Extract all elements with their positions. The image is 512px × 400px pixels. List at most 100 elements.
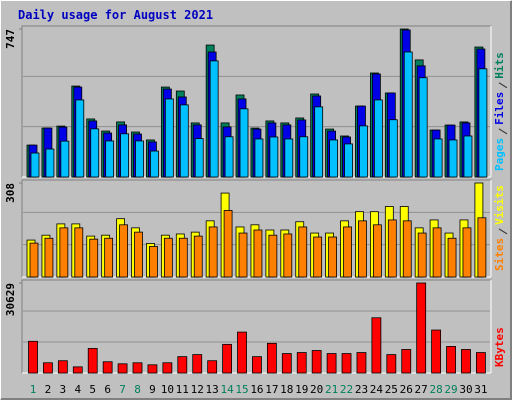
bar	[343, 226, 352, 278]
bar	[45, 148, 55, 178]
bar	[431, 329, 442, 374]
bar	[298, 226, 308, 278]
bar	[462, 227, 472, 278]
bar	[373, 99, 383, 178]
bar	[179, 104, 189, 178]
bar	[75, 99, 85, 178]
bar	[43, 362, 53, 374]
bar	[102, 361, 113, 374]
bar	[341, 353, 352, 374]
x-tick-label: 18	[280, 383, 293, 396]
bar	[90, 128, 100, 178]
x-tick-label: 6	[104, 383, 111, 396]
legend-label: Hits	[493, 52, 506, 79]
bar	[238, 232, 248, 278]
x-tick-label: 30	[459, 383, 472, 396]
x-tick-label: 28	[429, 383, 442, 396]
bar	[477, 217, 487, 278]
bar	[30, 152, 40, 178]
legend: Sites Visits	[493, 185, 508, 271]
x-tick-label: 24	[370, 383, 384, 396]
x-tick-label: 27	[415, 383, 428, 396]
bar	[311, 350, 322, 374]
legend-separator	[498, 128, 508, 135]
bar	[326, 353, 337, 374]
bar	[223, 210, 233, 278]
bar	[104, 237, 114, 278]
bar	[313, 236, 323, 278]
legend: KBytes	[493, 327, 506, 367]
bar	[60, 140, 70, 178]
bar	[461, 349, 471, 374]
x-tick-label: 31	[474, 383, 487, 396]
bar	[344, 143, 353, 178]
x-tick-label: 26	[400, 383, 413, 396]
bar	[147, 364, 158, 374]
x-tick-label: 2	[45, 383, 52, 396]
bar	[178, 237, 188, 278]
bar	[296, 352, 307, 374]
bar	[74, 227, 84, 278]
x-tick-label: 17	[265, 383, 278, 396]
x-tick-label: 13	[206, 383, 219, 396]
bar	[164, 98, 174, 178]
bar	[283, 233, 293, 278]
bar	[269, 136, 279, 178]
bar	[254, 138, 264, 178]
bar	[284, 138, 294, 178]
bar	[28, 340, 38, 374]
bar	[432, 227, 442, 278]
legend-label: Sites	[493, 238, 506, 271]
x-tick-label: 11	[176, 383, 189, 396]
legend-label: Pages	[493, 138, 506, 171]
bar	[387, 219, 397, 278]
bar	[252, 356, 262, 374]
bar	[358, 220, 367, 278]
legend-label: KBytes	[493, 327, 506, 367]
bar	[87, 348, 98, 374]
bar	[134, 231, 143, 278]
bar	[209, 60, 219, 178]
legend: Pages Files Hits	[493, 52, 508, 171]
x-tick-label: 1	[30, 383, 37, 396]
y-tick-label: 308	[4, 183, 17, 203]
bar	[478, 68, 488, 178]
x-tick-label: 9	[149, 383, 156, 396]
bar	[150, 150, 159, 178]
bar	[208, 226, 218, 278]
bar	[281, 353, 292, 374]
legend-separator	[498, 82, 508, 89]
x-tick-label: 15	[235, 383, 248, 396]
legend-separator	[498, 228, 508, 235]
bar	[193, 235, 203, 278]
x-tick-label: 22	[340, 383, 353, 396]
bar	[120, 133, 129, 178]
bar	[117, 363, 128, 374]
x-tick-label: 5	[89, 383, 96, 396]
bar	[224, 136, 234, 178]
y-tick-label: 30629	[4, 283, 17, 316]
legend-label: Files	[493, 92, 506, 125]
bar	[402, 220, 412, 278]
bar	[416, 282, 427, 374]
bar	[328, 236, 338, 278]
bar	[177, 356, 188, 374]
bar	[192, 354, 203, 374]
bar	[403, 51, 413, 178]
bar	[475, 352, 486, 374]
legend-label: Visits	[493, 185, 506, 225]
x-tick-label: 25	[385, 383, 398, 396]
bar	[163, 237, 173, 278]
x-tick-label: 19	[295, 383, 308, 396]
x-tick-label: 16	[250, 383, 263, 396]
x-tick-label: 21	[325, 383, 338, 396]
bar	[222, 343, 232, 374]
bar	[29, 242, 39, 278]
x-tick-label: 23	[355, 383, 368, 396]
bar	[268, 234, 278, 278]
bar	[237, 331, 247, 374]
x-tick-label: 14	[220, 383, 234, 396]
bar	[89, 238, 99, 278]
x-tick-label: 20	[310, 383, 323, 396]
